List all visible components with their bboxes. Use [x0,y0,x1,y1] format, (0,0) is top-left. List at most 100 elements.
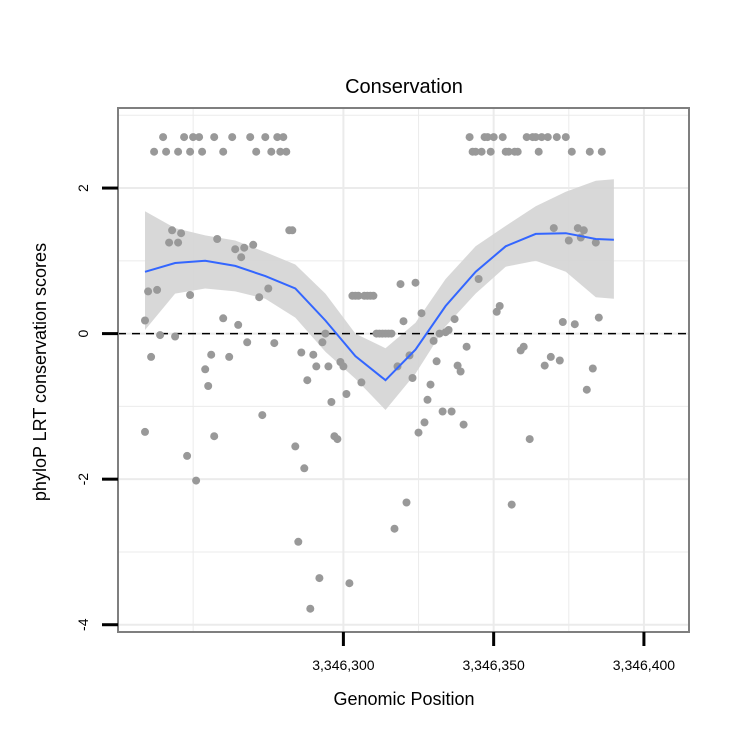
y-tick-label: 0 [75,330,91,338]
data-point [279,133,288,142]
data-point [477,147,486,156]
data-point [174,147,183,156]
data-point [558,318,567,326]
data-point [471,147,480,156]
data-point [399,317,408,326]
data-point [498,133,507,142]
data-point [195,133,204,142]
confidence-ribbon [145,179,614,410]
data-point [537,133,546,142]
data-point [255,293,264,302]
data-point [462,342,471,351]
y-tick-label: -4 [75,618,91,631]
data-point [552,133,561,142]
smooth-line [144,232,614,382]
data-point [411,278,420,287]
data-point [177,229,186,238]
data-point [141,316,149,325]
data-point [438,407,447,416]
data-point [288,226,297,235]
data-point [141,427,149,436]
data-point [504,147,513,156]
data-point [153,285,162,294]
data-point [357,378,366,387]
data-point [495,302,504,310]
data-point [234,320,243,329]
data-point [426,380,435,389]
data-point [207,350,216,359]
data-point [432,357,441,366]
data-point [201,365,210,374]
data-point [240,243,249,252]
data-point [213,235,222,243]
data-point [486,147,495,156]
y-tick-label: -2 [75,473,91,486]
data-point [294,537,303,546]
data-point [219,147,228,156]
data-point [396,280,405,289]
data-point [444,326,453,334]
data-point [306,604,315,613]
data-point [156,331,165,340]
data-point [420,418,429,427]
data-point [474,275,483,283]
data-point [300,464,309,473]
data-point [249,240,258,249]
data-point [318,338,327,347]
data-point [594,313,603,322]
data-point [144,287,153,296]
data-point [219,314,228,323]
data-point [540,361,549,370]
data-point [555,356,564,365]
x-axis-label: Genomic Position [333,689,474,709]
data-point [315,574,324,583]
data-point [402,498,411,507]
data-point [582,385,591,394]
data-point [597,147,606,156]
data-point [180,133,189,142]
data-point [243,338,252,347]
data-point [174,238,183,247]
data-point [390,524,399,533]
data-point [264,284,273,293]
data-point [210,432,219,441]
data-point [447,407,456,416]
data-point [585,147,594,156]
data-point [147,352,156,361]
data-point [567,147,576,156]
data-point [309,350,318,359]
data-point [483,133,492,142]
y-axis-label: phyloP LRT conservation scores [30,243,50,501]
data-point [465,133,474,142]
data-point [429,336,438,345]
data-point [159,133,168,142]
data-point [162,147,171,156]
x-tick-label: 3,346,400 [613,657,675,673]
data-point [573,224,582,233]
data-point [333,435,342,444]
data-point [507,500,516,509]
data-point [525,435,534,444]
data-point [354,291,363,300]
data-point [186,147,195,156]
data-point [561,133,570,142]
data-point [291,442,300,451]
data-point [342,390,351,398]
data-point [324,362,333,371]
data-point [453,361,462,370]
data-point [192,476,201,485]
data-point [459,420,468,429]
data-point [522,133,531,142]
data-point [588,364,597,373]
data-point [258,411,267,420]
data-point [303,376,312,385]
data-point [282,147,291,156]
data-point [456,367,465,376]
data-point [393,362,402,371]
data-point [210,133,219,142]
data-point [183,451,192,460]
data-point [321,329,330,338]
x-tick-label: 3,346,350 [463,657,525,673]
data-point [225,352,234,361]
